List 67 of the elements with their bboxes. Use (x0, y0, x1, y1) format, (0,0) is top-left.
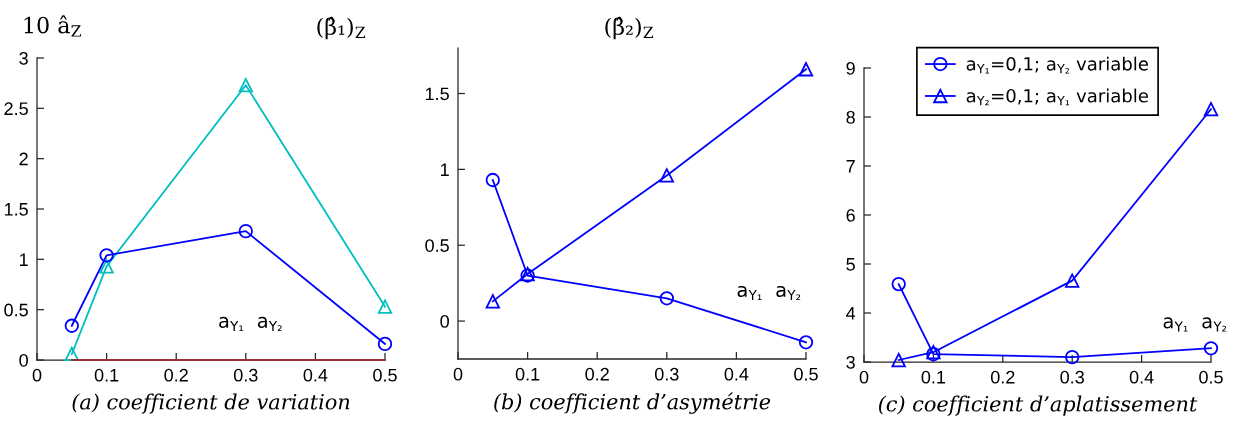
y-tick-label: 7 (846, 160, 855, 173)
legend-label: a$_{Y₁}$=0,1; a$_{Y₂}$ variable (966, 56, 1148, 74)
x-tick-label: 0 (859, 370, 869, 384)
point (659, 291, 674, 306)
x-tick-label: 0.1 (921, 370, 946, 384)
point (1203, 341, 1219, 356)
point (798, 62, 814, 77)
point (891, 352, 906, 368)
y-axis-title: 10 â$_{Z}$ (24, 15, 81, 37)
y-tick-label: 1.5 (4, 203, 28, 216)
x-tick-label: 0.4 (724, 367, 749, 381)
point (238, 78, 253, 93)
y-tick-label: 1.5 (425, 87, 449, 101)
point (1203, 102, 1219, 117)
y-tick-label: 0 (19, 353, 28, 367)
x-tick-label: 0.5 (1199, 370, 1223, 384)
x-tick-label: 0.5 (373, 368, 397, 382)
y-tick-label: 6 (846, 208, 855, 222)
point (1065, 273, 1080, 288)
x-tick-label: 0.3 (654, 367, 679, 381)
y-tick-label: 9 (846, 61, 855, 75)
point (798, 335, 814, 350)
y-tick-label: 1 (441, 163, 449, 176)
y-tick-label: 2.5 (4, 102, 28, 116)
x-tick-label: 0.1 (515, 367, 540, 381)
point (891, 276, 906, 292)
x-tick-label: 0.5 (794, 367, 818, 381)
point (64, 318, 79, 333)
x-tick-label: 0.2 (585, 367, 609, 381)
x-tick-label: 0.3 (1060, 370, 1084, 384)
annotation: a$_{Y₁}$ a$_{Y₂}$ (1163, 317, 1227, 332)
annotation: a$_{Y₁}$ a$_{Y₂}$ (219, 316, 282, 331)
annotation: a$_{Y₁}$ a$_{Y₂}$ (737, 285, 801, 301)
y-tick-label: 3 (846, 355, 855, 369)
y-tick-label: 4 (846, 307, 856, 320)
y-axis-title: (β̂₂)$_{Z}$ (605, 16, 654, 40)
x-tick-label: 0.1 (94, 368, 119, 382)
x-tick-label: 0.4 (303, 368, 328, 382)
x-tick-label: 0 (32, 368, 42, 382)
y-tick-label: 0.5 (4, 303, 28, 317)
x-axis-title: (b) coefficient d’asymétrie (494, 392, 771, 414)
y-tick-label: 2 (19, 152, 28, 166)
point (485, 294, 500, 309)
point (377, 299, 393, 314)
legend-label: a$_{Y₂}$=0,1; a$_{Y₁}$ variable (966, 88, 1148, 106)
x-tick-label: 0.4 (1129, 370, 1154, 384)
y-axis-title: (β̂₁)$_{Z}$ (317, 16, 366, 40)
point (238, 223, 253, 239)
y-tick-label: 0.5 (425, 239, 449, 252)
x-tick-label: 0.2 (164, 368, 188, 382)
x-axis-title: (c) coefficient d’aplatissement (878, 395, 1198, 416)
y-tick-label: 0 (440, 315, 449, 328)
y-tick-label: 8 (846, 110, 855, 124)
x-tick-label: 0.2 (990, 370, 1015, 384)
x-axis-title: (a) coefficient de variation (72, 393, 350, 414)
point (485, 172, 500, 188)
y-tick-label: 3 (19, 51, 28, 65)
y-tick-label: 5 (846, 258, 855, 271)
x-tick-label: 0 (453, 367, 463, 381)
point (377, 336, 393, 352)
point (1065, 349, 1080, 365)
x-tick-label: 0.3 (233, 368, 258, 382)
point (659, 168, 674, 183)
point (99, 248, 114, 263)
point (64, 346, 79, 362)
point (99, 259, 114, 274)
y-tick-label: 1 (20, 253, 28, 266)
